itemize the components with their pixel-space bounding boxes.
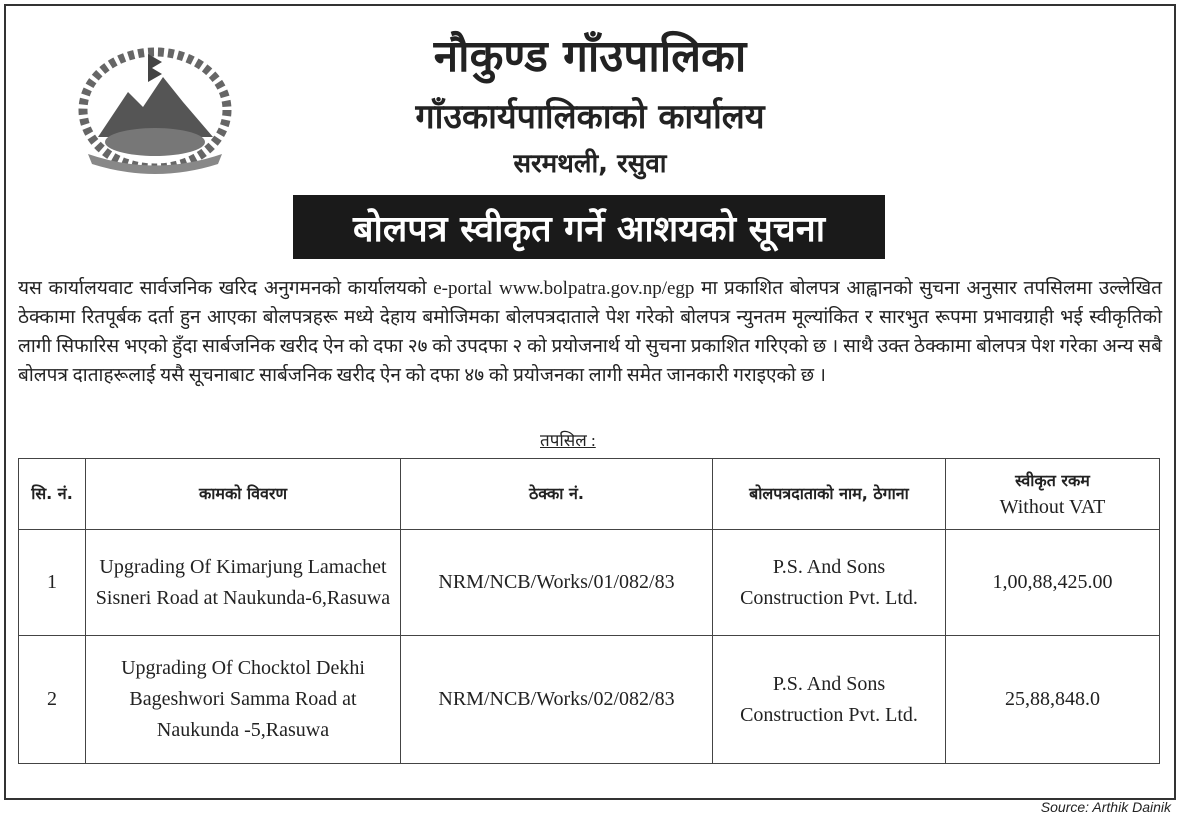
- notice-title-banner: बोलपत्र स्वीकृत गर्ने आशयको सूचना: [293, 195, 885, 259]
- header-sn: सि. नं.: [18, 458, 86, 530]
- notice-frame: [4, 4, 1176, 800]
- table-row: 2 Upgrading Of Chocktol Dekhi Bageshwori…: [18, 635, 1160, 764]
- cell-contract: NRM/NCB/Works/01/082/83: [400, 529, 713, 636]
- table-row: 1 Upgrading Of Kimarjung Lamachet Sisner…: [18, 529, 1160, 636]
- header-amount: स्वीकृत रकम Without VAT: [945, 458, 1160, 530]
- award-table: सि. नं. कामको विवरण ठेक्का नं. बोलपत्रदा…: [18, 458, 1160, 764]
- cell-sn: 1: [18, 529, 86, 636]
- header-amount-sub: Without VAT: [999, 495, 1106, 518]
- cell-work: Upgrading Of Chocktol Dekhi Bageshwori S…: [85, 635, 401, 764]
- notice-paragraph: यस कार्यालयवाट सार्वजनिक खरिद अनुगमनको क…: [18, 278, 1162, 386]
- header-bidder: बोलपत्रदाताको नाम, ठेगाना: [712, 458, 946, 530]
- schedule-label: तपसिल :: [540, 431, 596, 450]
- header-work: कामको विवरण: [85, 458, 401, 530]
- office-name: गाँउकार्यपालिकाको कार्यालय: [415, 97, 765, 137]
- office-address: सरमथली, रसुवा: [513, 149, 667, 179]
- cell-amount: 1,00,88,425.00: [945, 529, 1160, 636]
- cell-contract: NRM/NCB/Works/02/082/83: [400, 635, 713, 764]
- notice-title: बोलपत्र स्वीकृत गर्ने आशयको सूचना: [352, 208, 826, 250]
- cell-sn: 2: [18, 635, 86, 764]
- cell-bidder: P.S. And Sons Construction Pvt. Ltd.: [712, 635, 946, 764]
- header-contract: ठेक्का नं.: [400, 458, 713, 530]
- cell-bidder: P.S. And Sons Construction Pvt. Ltd.: [712, 529, 946, 636]
- municipality-name: नौकुण्ड गाँउपालिका: [433, 31, 747, 82]
- header-amount-label: स्वीकृत रकम: [1015, 470, 1090, 490]
- cell-work: Upgrading Of Kimarjung Lamachet Sisneri …: [85, 529, 401, 636]
- table-header-row: सि. नं. कामको विवरण ठेक्का नं. बोलपत्रदा…: [18, 458, 1160, 530]
- source-credit: Source: Arthik Dainik: [1040, 799, 1171, 815]
- nepal-government-emblem-icon: [78, 47, 232, 174]
- cell-amount: 25,88,848.0: [945, 635, 1160, 764]
